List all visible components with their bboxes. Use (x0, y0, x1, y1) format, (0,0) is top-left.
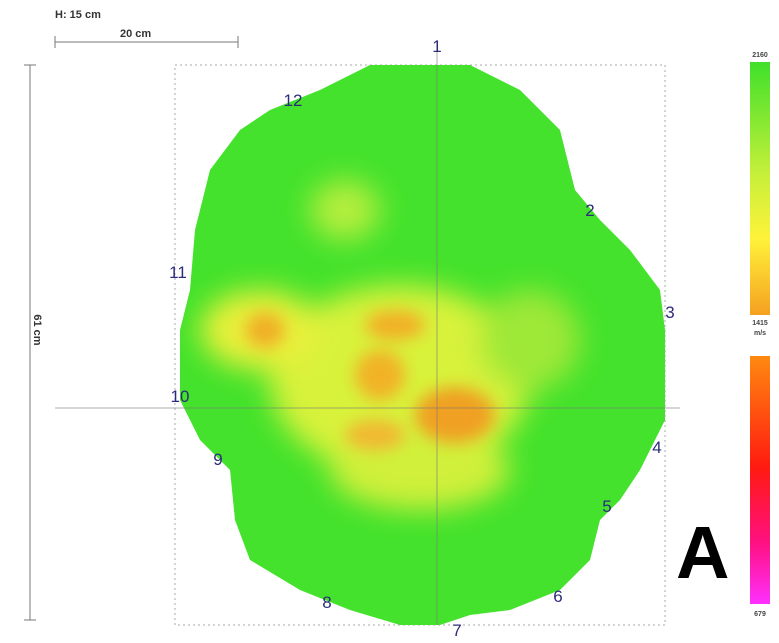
sensor-label: 11 (169, 263, 187, 282)
tomogram (180, 65, 665, 625)
colorbar-upper (750, 62, 770, 315)
legend-mid: 1415 (752, 320, 768, 327)
sensor-label: 10 (171, 387, 190, 406)
colorbar-lower (750, 356, 770, 604)
sensor-label: 4 (652, 438, 661, 457)
panel-label: A (676, 511, 729, 594)
sensor-label: 3 (665, 303, 674, 322)
legend-unit: m/s (754, 330, 766, 337)
sensor-label: 8 (322, 593, 331, 612)
scale-bar-label: 20 cm (120, 28, 151, 40)
sensor-label: 9 (213, 450, 222, 469)
sensor-label: 5 (602, 497, 611, 516)
sensor-label: 2 (585, 201, 594, 220)
legend-max: 2160 (752, 52, 768, 59)
legend-min: 679 (754, 611, 766, 618)
sensor-label: 12 (284, 91, 303, 110)
sensor-label: 7 (452, 621, 461, 640)
sensor-label: 1 (432, 37, 441, 56)
height-label: H: 15 cm (55, 9, 101, 21)
sensor-label: 6 (553, 587, 562, 606)
diameter-label: 61 cm (31, 314, 43, 345)
